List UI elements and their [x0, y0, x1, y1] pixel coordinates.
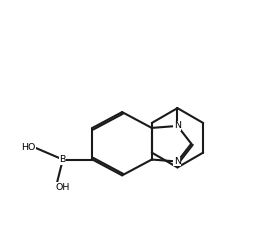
- Text: OH: OH: [56, 183, 70, 192]
- Text: N: N: [174, 157, 181, 166]
- Text: N: N: [174, 121, 181, 130]
- Text: B: B: [60, 155, 66, 164]
- Text: HO: HO: [21, 143, 35, 152]
